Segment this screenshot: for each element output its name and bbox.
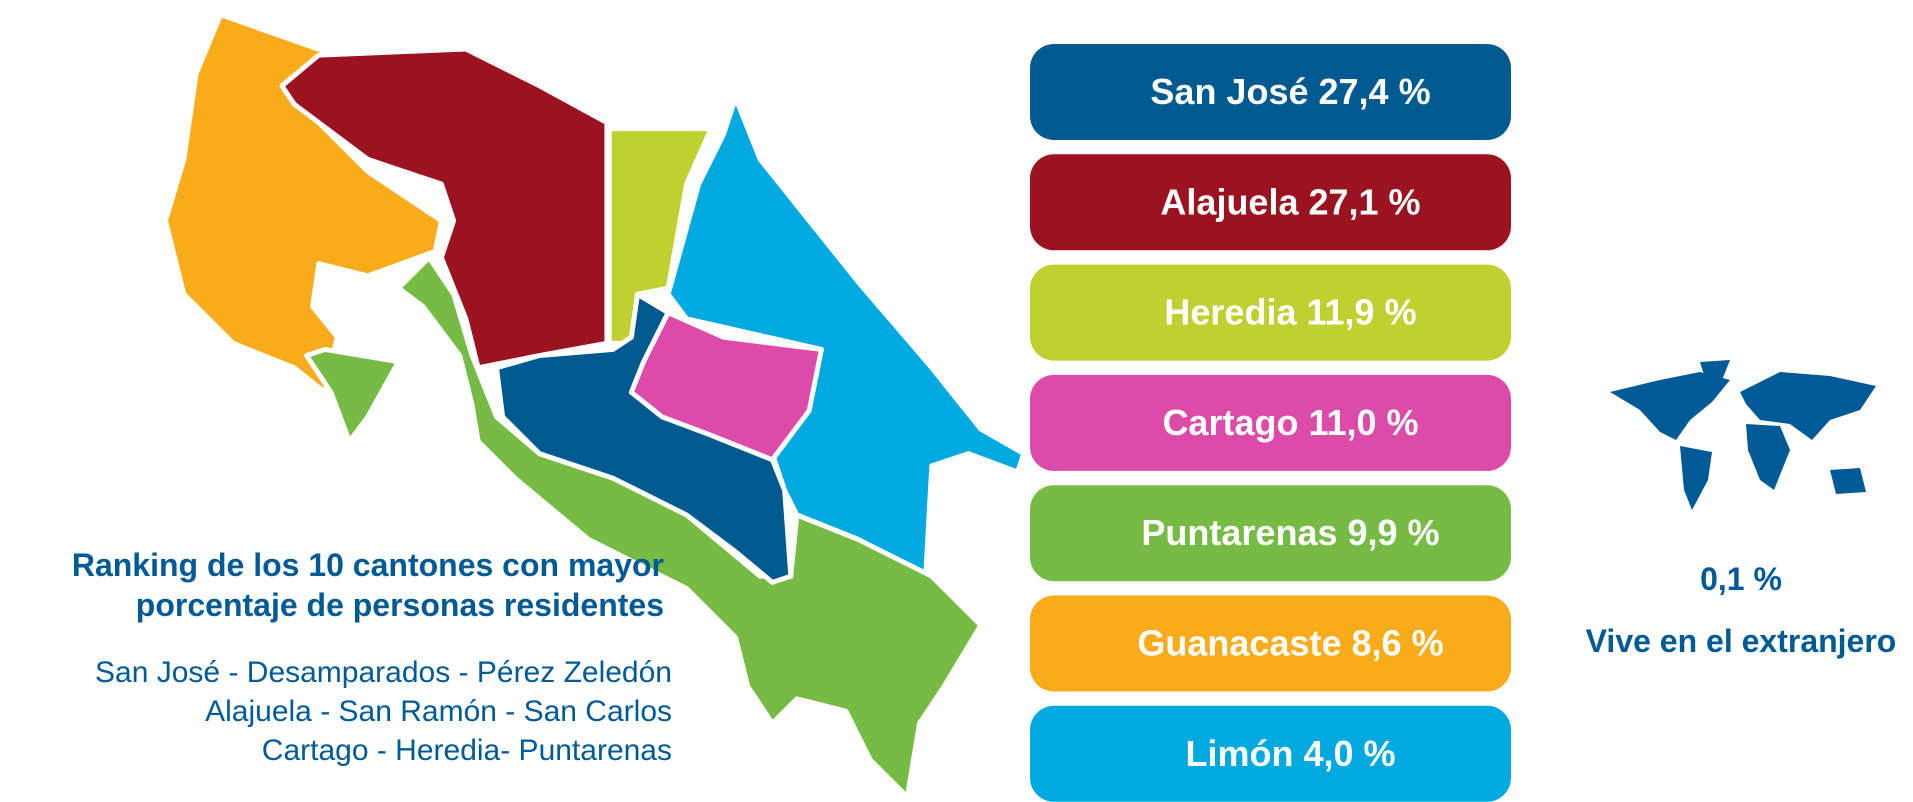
cartago-region (628, 310, 824, 463)
eurasia (1740, 372, 1876, 440)
pill-label: Guanacaste 8,6 % (1137, 622, 1443, 663)
abroad-label: Vive en el extranjero (1586, 623, 1897, 659)
province-share: 11,0 % (1308, 401, 1418, 442)
province-name: Guanacaste (1137, 622, 1341, 663)
pill-label: Alajuela 27,1 % (1160, 181, 1420, 222)
province-name: San José (1150, 71, 1308, 112)
pill-background (1030, 595, 1511, 692)
heredia-region (606, 126, 714, 346)
province-pill: Puntarenas 9,9 % (1030, 485, 1511, 582)
province-name: Alajuela (1160, 181, 1299, 222)
province-pill: Alajuela 27,1 % (1030, 154, 1511, 251)
nicoya-region (304, 346, 401, 444)
australia (1830, 468, 1866, 494)
pill-background (1030, 485, 1511, 582)
costa-rica-map (163, 12, 1027, 800)
province-share: 27,4 % (1319, 71, 1431, 112)
province-share: 4,0 % (1303, 732, 1395, 773)
province-share: 11,9 % (1306, 291, 1416, 332)
pill-background (1030, 705, 1511, 802)
province-share: 8,6 % (1352, 622, 1444, 663)
pill-label: Heredia 11,9 % (1164, 291, 1416, 332)
province-pill: Guanacaste 8,6 % (1030, 595, 1511, 692)
ranking-title: Ranking de los 10 cantones con mayor (72, 547, 664, 583)
province-name: Heredia (1164, 291, 1297, 332)
ranking-line: Cartago - Heredia- Puntarenas (262, 734, 672, 767)
world-icon (1610, 360, 1876, 510)
south-america (1680, 446, 1712, 510)
pill-background (1030, 264, 1511, 361)
province-pill: Cartago 11,0 % (1030, 374, 1511, 471)
province-name: Cartago (1162, 401, 1298, 442)
pill-label: Limón 4,0 % (1185, 732, 1395, 773)
pill-background (1030, 374, 1511, 471)
abroad-share: 0,1 % (1700, 561, 1782, 597)
ranking-line: Alajuela - San Ramón - San Carlos (205, 695, 672, 728)
ranking-title: porcentaje de personas residentes (136, 587, 664, 623)
pill-label: San José 27,4 % (1150, 71, 1430, 112)
guanacaste-region (163, 12, 444, 395)
pill-background (1030, 154, 1511, 251)
province-name: Limón (1185, 732, 1293, 773)
pill-background (1030, 44, 1511, 140)
greenland (1700, 360, 1730, 380)
province-pill: Limón 4,0 % (1030, 705, 1511, 802)
province-pill: Heredia 11,9 % (1030, 264, 1511, 361)
province-pill: San José 27,4 % (1030, 44, 1511, 140)
pill-label: Cartago 11,0 % (1162, 401, 1418, 442)
province-share: 9,9 % (1348, 512, 1440, 553)
pill-label: Puntarenas 9,9 % (1141, 512, 1439, 553)
ranking-line: San José - Desamparados - Pérez Zeledón (95, 656, 672, 689)
north-america (1610, 372, 1730, 440)
province-name: Puntarenas (1141, 512, 1337, 553)
africa (1746, 424, 1790, 490)
province-share: 27,1 % (1308, 181, 1420, 222)
